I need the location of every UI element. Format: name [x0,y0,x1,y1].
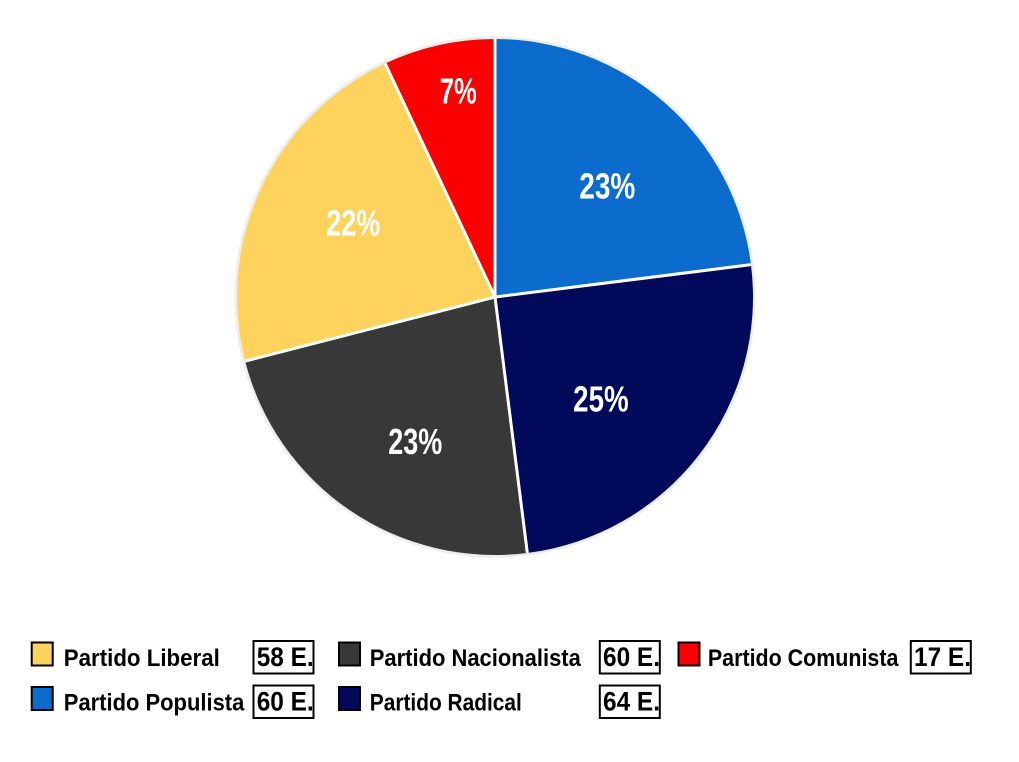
pie-slice-partido-liberal [237,63,495,362]
legend: Partido Liberal 58 E. Partido Nacionalista… [30,640,972,719]
pie-slice-partido-populista [495,39,751,297]
legend-item-partido-radical: Partido Radical 64 E. [338,684,661,719]
legend-swatch-partido-radical [338,686,361,711]
legend-item-partido-populista: Partido Populista 60 E. [30,684,315,719]
pie-separator-4 [383,62,497,298]
pie-slices [237,39,754,556]
legend-swatch-partido-comunista [677,641,701,667]
pie-separator-2 [493,296,529,554]
pie-label-partido-populista: 23% [579,165,635,206]
legend-item-partido-comunista: Partido Comunista 17 E. [677,640,972,675]
legend-item-partido-nacionalista: Partido Nacionalista 60 E. [338,640,661,675]
pie-separator-1 [494,263,752,299]
pie-label-partido-nacionalista: 23% [388,421,442,462]
pie-label-partido-comunista: 7% [440,71,477,112]
seat-count-partido-populista: 60 E. [257,687,314,717]
seat-box-partido-populista [252,684,315,719]
pie-label-partido-radical: 25% [573,378,629,419]
legend-item-partido-liberal: Partido Liberal 58 E. [30,640,315,675]
seat-count-partido-comunista: 17 E. [914,642,971,672]
pie-slice-partido-nacionalista [245,297,528,556]
legend-swatch-partido-populista [30,686,54,711]
pie-slice-partido-comunista [385,39,495,297]
seat-box-partido-nacionalista [598,640,661,675]
seat-box-partido-radical [598,684,661,719]
seat-count-partido-radical: 64 E. [603,687,660,717]
seat-count-partido-nacionalista: 60 E. [603,642,660,672]
legend-label-partido-radical: Partido Radical [370,690,522,717]
legend-label-partido-comunista: Partido Comunista [708,645,899,672]
pie-outline-halo [234,36,756,558]
pie-percentage-labels: 23% 25% 23% 22% 7% [326,71,635,462]
legend-label-partido-populista: Partido Populista [64,690,245,717]
pie-label-partido-liberal: 22% [326,202,380,243]
pie-separator-3 [244,295,496,363]
pie-separators [244,39,752,554]
seat-box-partido-liberal [252,640,315,675]
legend-label-partido-nacionalista: Partido Nacionalista [370,645,581,672]
seat-box-partido-comunista [909,640,972,675]
seat-count-partido-liberal: 58 E. [257,642,314,672]
legend-swatch-partido-liberal [30,641,54,667]
legend-swatch-partido-nacionalista [338,641,361,667]
legend-label-partido-liberal: Partido Liberal [64,645,220,672]
pie-slice-partido-radical [495,264,754,553]
